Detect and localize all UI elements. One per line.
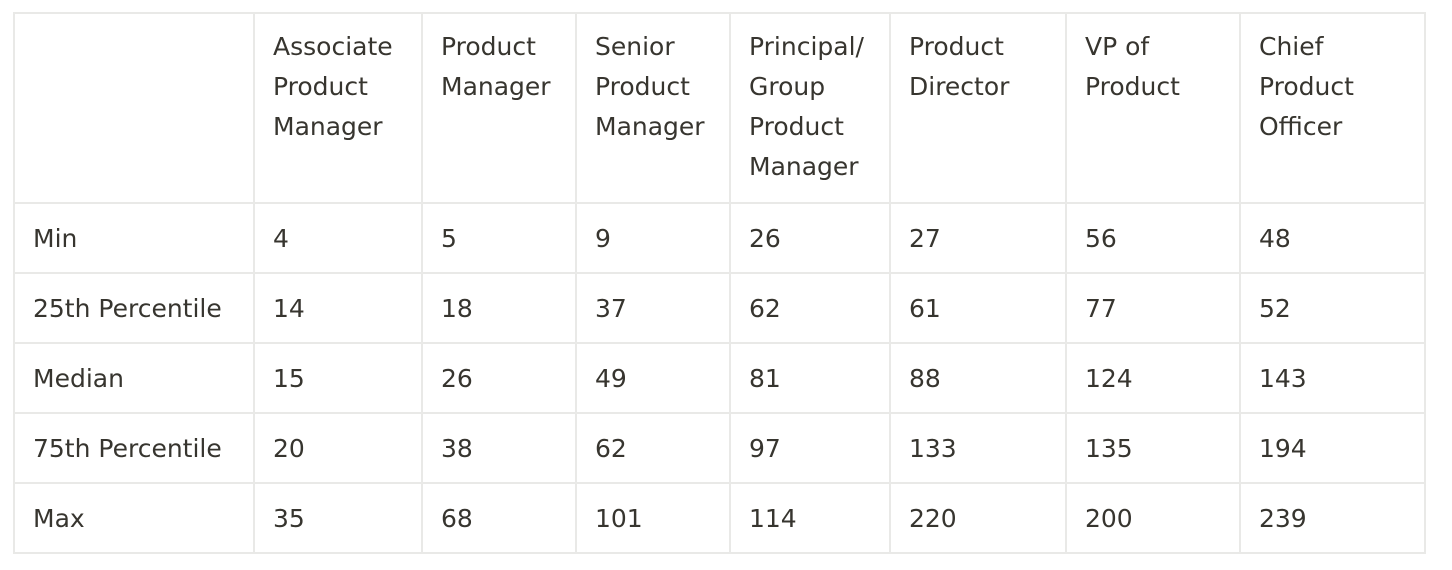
table-cell: 18: [421, 272, 577, 344]
column-header: Associate Product Manager: [253, 12, 423, 204]
column-header-label: Principal/ Group Product Manager: [749, 32, 864, 181]
table-cell: 88: [889, 342, 1067, 414]
table-cell: 77: [1065, 272, 1241, 344]
column-header: Product Manager: [421, 12, 577, 204]
table-cell: 62: [575, 412, 731, 484]
table-cell: 143: [1239, 342, 1426, 414]
table-row: 75th Percentile 20 38 62 97 133 135 194: [13, 412, 1426, 484]
table-cell: 61: [889, 272, 1067, 344]
table-cell: 135: [1065, 412, 1241, 484]
row-label: 75th Percentile: [13, 412, 255, 484]
column-header-label: VP of Product: [1085, 32, 1180, 101]
table-cell: 114: [729, 482, 891, 554]
table-cell: 38: [421, 412, 577, 484]
column-header: Senior Product Manager: [575, 12, 731, 204]
column-header: Chief Product Officer: [1239, 12, 1426, 204]
row-label: Min: [13, 202, 255, 274]
table-cell: 220: [889, 482, 1067, 554]
table-row: 25th Percentile 14 18 37 62 61 77 52: [13, 272, 1426, 344]
table-cell: 52: [1239, 272, 1426, 344]
table-header-row: Associate Product Manager Product Manage…: [13, 12, 1426, 204]
column-header: Product Director: [889, 12, 1067, 204]
table-cell: 133: [889, 412, 1067, 484]
column-header: Principal/ Group Product Manager: [729, 12, 891, 204]
column-header-label: Associate Product Manager: [273, 32, 393, 141]
table-cell: 5: [421, 202, 577, 274]
column-header: VP of Product: [1065, 12, 1241, 204]
table-corner-cell: [13, 12, 255, 204]
table-cell: 62: [729, 272, 891, 344]
table-cell: 68: [421, 482, 577, 554]
table-cell: 101: [575, 482, 731, 554]
table-cell: 200: [1065, 482, 1241, 554]
table-cell: 9: [575, 202, 731, 274]
table-row: Max 35 68 101 114 220 200 239: [13, 482, 1426, 554]
table-cell: 20: [253, 412, 423, 484]
row-label: Max: [13, 482, 255, 554]
table-row: Min 4 5 9 26 27 56 48: [13, 202, 1426, 274]
table-cell: 48: [1239, 202, 1426, 274]
table-cell: 27: [889, 202, 1067, 274]
table-cell: 14: [253, 272, 423, 344]
row-label: Median: [13, 342, 255, 414]
table-cell: 97: [729, 412, 891, 484]
table-cell: 56: [1065, 202, 1241, 274]
column-header-label: Chief Product Officer: [1259, 32, 1354, 141]
table-cell: 26: [421, 342, 577, 414]
column-header-label: Product Director: [909, 32, 1010, 101]
table-cell: 124: [1065, 342, 1241, 414]
table-cell: 26: [729, 202, 891, 274]
table-cell: 15: [253, 342, 423, 414]
row-label: 25th Percentile: [13, 272, 255, 344]
column-header-label: Senior Product Manager: [595, 32, 705, 141]
table-cell: 81: [729, 342, 891, 414]
table-cell: 239: [1239, 482, 1426, 554]
table-cell: 194: [1239, 412, 1426, 484]
table-cell: 35: [253, 482, 423, 554]
table-row: Median 15 26 49 81 88 124 143: [13, 342, 1426, 414]
table-cell: 49: [575, 342, 731, 414]
column-header-label: Product Manager: [441, 32, 551, 101]
data-table: Associate Product Manager Product Manage…: [13, 12, 1426, 554]
table-cell: 37: [575, 272, 731, 344]
table-cell: 4: [253, 202, 423, 274]
